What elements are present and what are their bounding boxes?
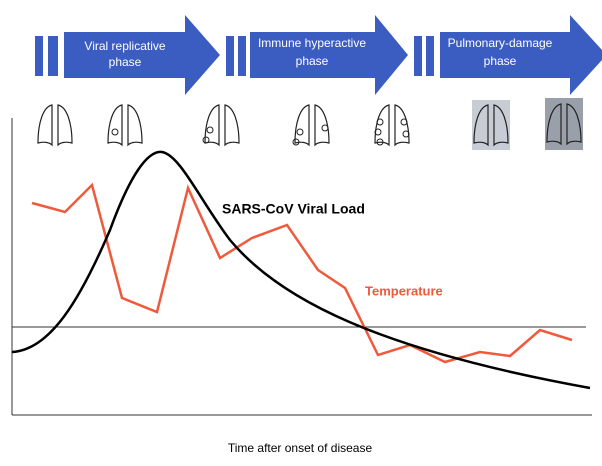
temperature-label: Temperature xyxy=(365,283,443,298)
phase-label: phase xyxy=(296,54,329,68)
phase-label: Viral replicative xyxy=(84,39,165,53)
x-axis-label: Time after onset of disease xyxy=(228,441,373,455)
phase-label: phase xyxy=(484,54,517,68)
diagram: Viral replicative phase Immune hyperacti… xyxy=(0,0,602,461)
viral-load-curve xyxy=(12,152,590,388)
phase-label: Pulmonary-damage xyxy=(448,36,553,50)
phase-label: phase xyxy=(109,55,142,69)
phase-label: Immune hyperactive xyxy=(258,36,366,50)
lung-icons xyxy=(38,98,583,150)
viral-load-label: SARS-CoV Viral Load xyxy=(222,201,365,217)
